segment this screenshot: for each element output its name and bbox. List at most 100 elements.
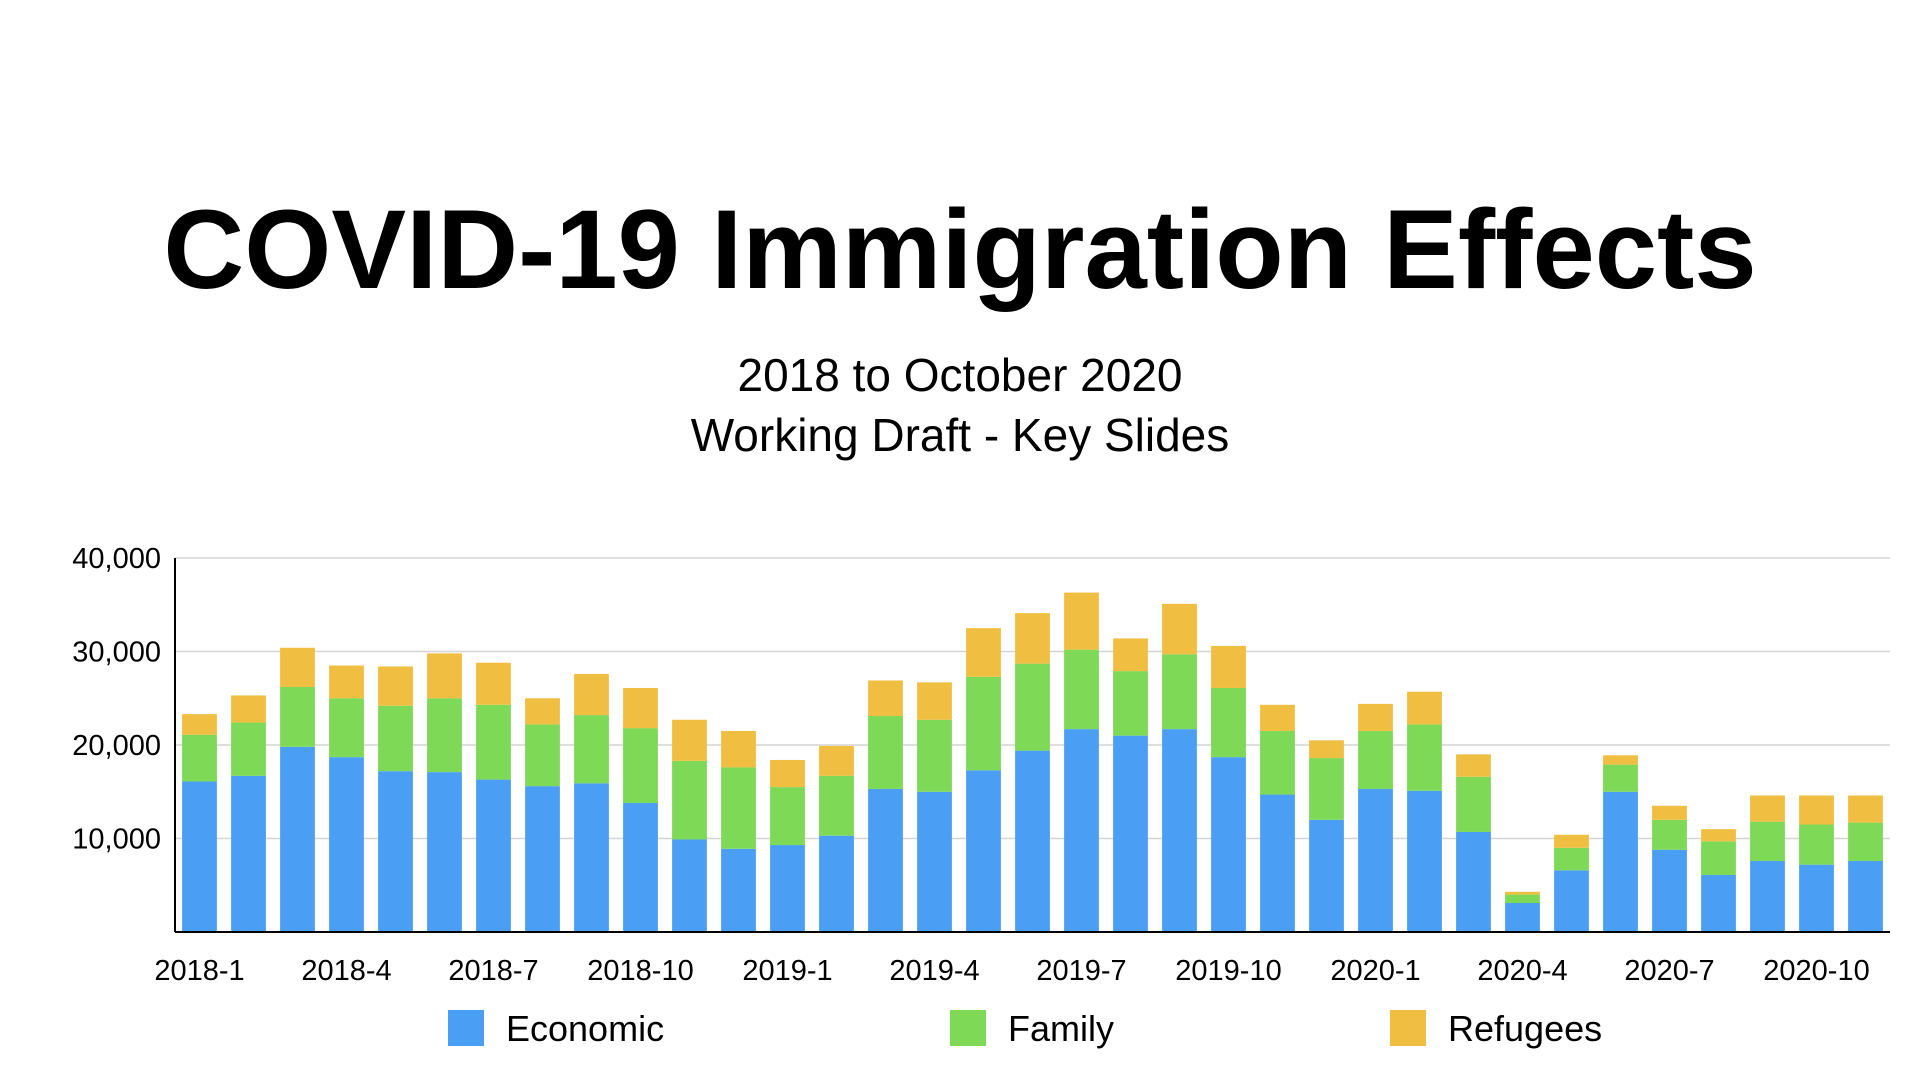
bar-economic-2020-4 xyxy=(1505,903,1540,932)
y-tick-label: 30,000 xyxy=(72,637,161,669)
bar-economic-2019-11 xyxy=(1260,794,1295,932)
bar-family-2018-11 xyxy=(672,760,707,840)
bar-economic-2018-8 xyxy=(525,786,560,932)
bar-family-2019-8 xyxy=(1113,671,1148,736)
bar-family-2020-9 xyxy=(1750,821,1785,861)
bar-family-2019-5 xyxy=(966,676,1001,771)
bar-refugees-2020-11 xyxy=(1848,795,1883,823)
bar-economic-2018-1 xyxy=(182,781,217,932)
bar-family-2020-3 xyxy=(1456,776,1491,832)
bar-family-2019-7 xyxy=(1064,649,1099,730)
y-tick-label: 10,000 xyxy=(72,824,161,856)
x-tick-label: 2020-7 xyxy=(1624,955,1714,987)
bar-family-2018-6 xyxy=(427,698,462,773)
bar-refugees-2020-2 xyxy=(1407,691,1442,725)
bar-family-2019-2 xyxy=(819,775,854,836)
y-tick-label: 40,000 xyxy=(72,543,161,575)
bar-refugees-2019-12 xyxy=(1309,740,1344,759)
x-tick-label: 2019-10 xyxy=(1175,955,1281,987)
bar-refugees-2018-11 xyxy=(672,719,707,761)
bar-economic-2018-5 xyxy=(378,771,413,932)
subtitle-line-1: 2018 to October 2020 xyxy=(737,349,1183,401)
bar-economic-2018-3 xyxy=(280,746,315,932)
bar-economic-2020-9 xyxy=(1750,860,1785,932)
legend-swatch-economic xyxy=(448,1010,484,1046)
bar-refugees-2020-5 xyxy=(1554,834,1589,848)
bar-family-2018-1 xyxy=(182,734,217,782)
bar-refugees-2019-5 xyxy=(966,628,1001,677)
bar-refugees-2020-7 xyxy=(1652,805,1687,820)
x-tick-label: 2020-1 xyxy=(1330,955,1420,987)
bar-family-2018-4 xyxy=(329,698,364,758)
bar-family-2018-8 xyxy=(525,724,560,787)
bar-economic-2019-12 xyxy=(1309,819,1344,932)
bar-family-2020-4 xyxy=(1505,894,1540,904)
bar-economic-2019-6 xyxy=(1015,750,1050,932)
y-tick-label: 20,000 xyxy=(72,730,161,762)
bar-economic-2019-4 xyxy=(917,791,952,932)
bar-economic-2020-5 xyxy=(1554,870,1589,932)
bar-economic-2020-1 xyxy=(1358,788,1393,932)
bar-family-2018-3 xyxy=(280,687,315,747)
bar-family-2019-3 xyxy=(868,716,903,789)
bar-family-2020-6 xyxy=(1603,764,1638,792)
bar-family-2018-7 xyxy=(476,704,511,780)
bar-refugees-2019-10 xyxy=(1211,645,1246,688)
bar-family-2019-10 xyxy=(1211,687,1246,758)
bar-economic-2019-5 xyxy=(966,770,1001,932)
bar-economic-2018-4 xyxy=(329,757,364,932)
bar-refugees-2019-2 xyxy=(819,745,854,776)
bar-economic-2020-8 xyxy=(1701,874,1736,932)
bar-family-2019-12 xyxy=(1309,758,1344,820)
bar-family-2020-1 xyxy=(1358,730,1393,789)
x-tick-label: 2019-7 xyxy=(1036,955,1126,987)
bar-family-2019-6 xyxy=(1015,663,1050,751)
bar-refugees-2018-4 xyxy=(329,665,364,699)
bar-economic-2020-7 xyxy=(1652,849,1687,932)
bar-family-2019-1 xyxy=(770,787,805,846)
bar-refugees-2018-5 xyxy=(378,666,413,706)
bar-family-2020-11 xyxy=(1848,822,1883,861)
slide-title: COVID-19 Immigration Effects xyxy=(163,187,1757,312)
bar-refugees-2020-6 xyxy=(1603,755,1638,765)
bar-refugees-2020-9 xyxy=(1750,795,1785,822)
bar-family-2019-9 xyxy=(1162,654,1197,730)
bar-family-2018-2 xyxy=(231,722,266,776)
x-tick-label: 2018-4 xyxy=(301,955,391,987)
legend-label-economic: Economic xyxy=(506,1008,664,1049)
x-tick-label: 2018-10 xyxy=(587,955,693,987)
legend-swatch-family xyxy=(950,1010,986,1046)
bar-family-2018-10 xyxy=(623,728,658,803)
bar-family-2018-12 xyxy=(721,767,756,849)
legend-label-refugees: Refugees xyxy=(1448,1008,1602,1049)
bars xyxy=(182,592,1883,932)
bar-economic-2019-9 xyxy=(1162,729,1197,932)
bar-economic-2018-11 xyxy=(672,839,707,932)
bar-refugees-2018-10 xyxy=(623,687,658,729)
bar-economic-2020-6 xyxy=(1603,791,1638,932)
bar-refugees-2019-9 xyxy=(1162,603,1197,655)
bar-economic-2020-2 xyxy=(1407,790,1442,932)
subtitle-line-2: Working Draft - Key Slides xyxy=(690,409,1230,461)
bar-economic-2018-9 xyxy=(574,783,609,932)
bar-refugees-2018-2 xyxy=(231,695,266,723)
bar-refugees-2018-7 xyxy=(476,662,511,705)
bar-family-2020-10 xyxy=(1799,824,1834,865)
bar-economic-2019-10 xyxy=(1211,757,1246,932)
bar-economic-2018-2 xyxy=(231,775,266,932)
bar-refugees-2019-3 xyxy=(868,680,903,717)
bar-family-2019-11 xyxy=(1260,730,1295,795)
legend-label-family: Family xyxy=(1008,1008,1114,1049)
bar-refugees-2018-1 xyxy=(182,714,217,735)
x-tick-label: 2019-4 xyxy=(889,955,979,987)
bar-economic-2020-3 xyxy=(1456,831,1491,932)
bar-refugees-2018-6 xyxy=(427,653,462,699)
bar-refugees-2018-3 xyxy=(280,647,315,688)
bar-economic-2018-6 xyxy=(427,772,462,932)
bar-refugees-2018-8 xyxy=(525,698,560,725)
bar-family-2020-2 xyxy=(1407,724,1442,791)
bar-economic-2018-10 xyxy=(623,802,658,932)
x-tick-label: 2019-1 xyxy=(742,955,832,987)
bar-family-2020-8 xyxy=(1701,841,1736,875)
